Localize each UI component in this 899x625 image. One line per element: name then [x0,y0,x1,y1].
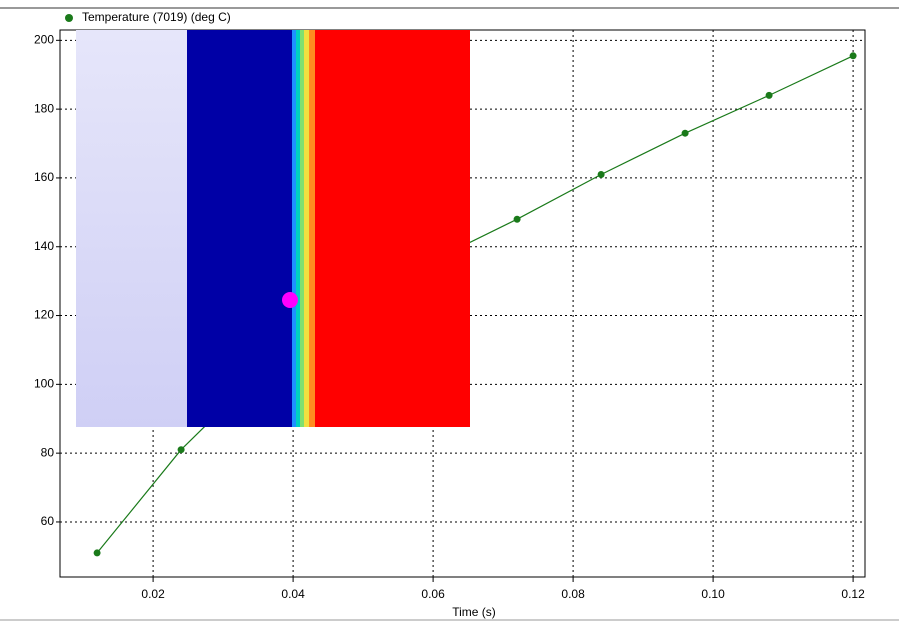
x-tick-label: 0.04 [281,587,305,601]
y-tick-label: 200 [34,32,54,46]
y-tick-label: 160 [34,170,54,184]
legend-label: Temperature (7019) (deg C) [82,10,231,24]
band [296,30,300,427]
probe-point [282,292,298,308]
band [187,30,292,427]
x-tick-label: 0.06 [421,587,445,601]
x-tick-label: 0.08 [561,587,585,601]
data-point [850,52,857,59]
y-tick-label: 140 [34,239,54,253]
x-tick-label: 0.10 [701,587,725,601]
data-point [598,171,605,178]
band [309,30,315,427]
data-point [94,549,101,556]
y-tick-label: 100 [34,377,54,391]
band [292,30,296,427]
window: Temperature (7019) (deg C) Time (s) 60 80… [0,0,899,625]
band [300,30,304,427]
x-tick-label: 0.12 [841,587,865,601]
band [304,30,309,427]
x-axis-label: Time (s) [452,605,496,619]
x-tick-label: 0.02 [141,587,165,601]
y-tick-label: 80 [41,445,55,459]
data-point [514,216,521,223]
y-tick-label: 120 [34,308,54,322]
contour-overlay [76,30,470,427]
data-point [178,446,185,453]
legend-marker [65,14,73,22]
data-point [766,92,773,99]
y-tick-label: 180 [34,101,54,115]
data-point [682,130,689,137]
band [315,30,470,427]
band [76,30,187,427]
y-tick-label: 60 [41,514,55,528]
